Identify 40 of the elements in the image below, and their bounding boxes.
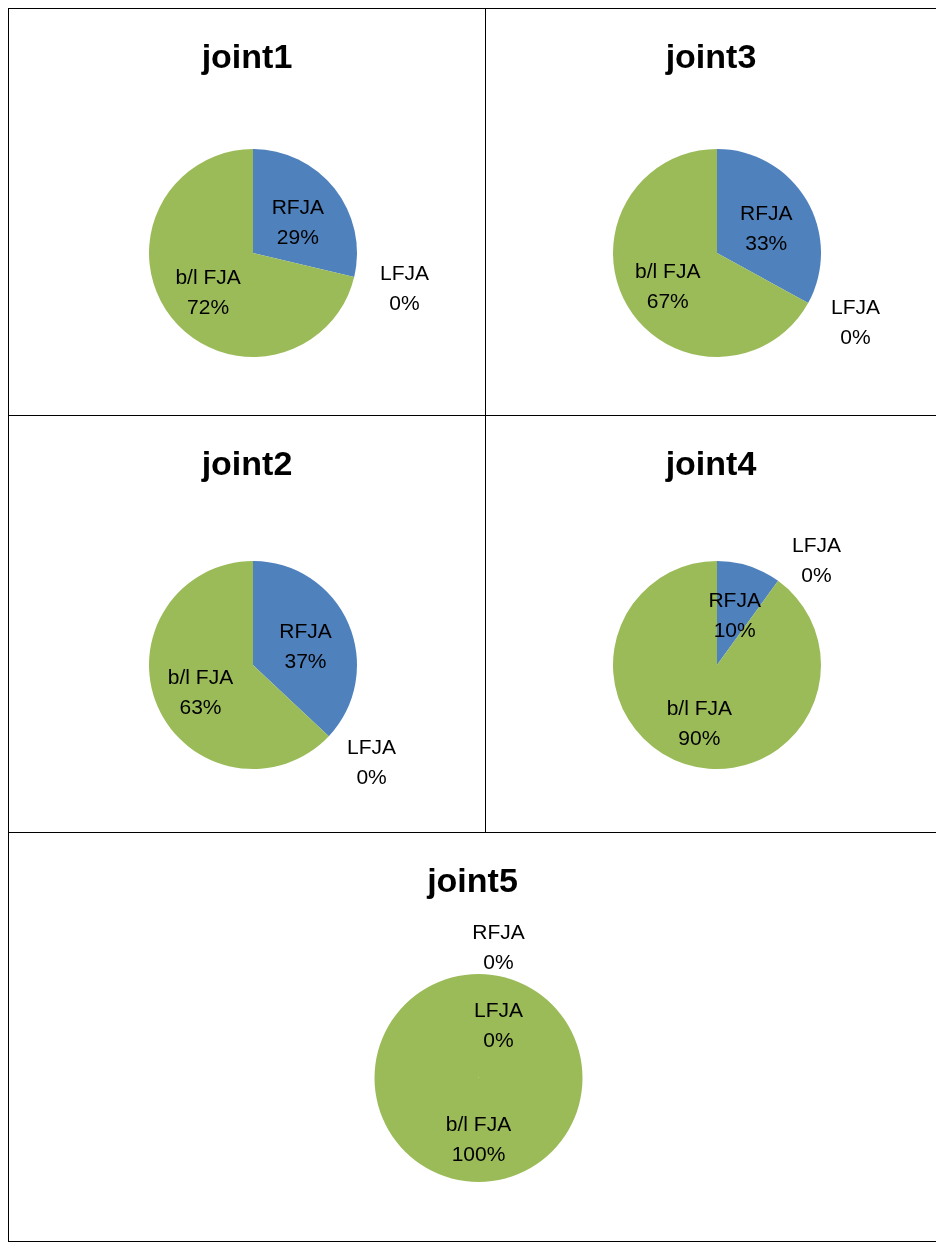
slice-label: RFJA: [708, 587, 761, 611]
pie-slice: [149, 149, 355, 357]
chart-title: joint4: [664, 443, 758, 484]
slice-label: RFJA: [271, 194, 325, 218]
text: 0%: [483, 949, 514, 973]
slice-label: RFJA: [279, 619, 332, 643]
data-label: 100%: [451, 1142, 506, 1166]
pie-slice: [613, 149, 809, 357]
category-label: LFJA: [830, 295, 880, 319]
text: 0%: [389, 291, 420, 315]
chart-title: joint1: [200, 36, 294, 77]
category-label: LFJA: [473, 997, 524, 1021]
text: 0%: [801, 562, 832, 586]
slice-label: b/l FJA: [666, 696, 732, 720]
text: 0%: [840, 325, 871, 349]
data-label: 29%: [276, 224, 319, 248]
slice-label: b/l FJA: [175, 265, 241, 289]
pie-slice: [717, 149, 821, 304]
category-label: LFJA: [347, 734, 397, 758]
pie-slice: [253, 561, 357, 737]
data-label: 33%: [745, 230, 788, 254]
category-label: LFJA: [380, 261, 430, 285]
pie-slice: [253, 149, 357, 278]
chart-title: joint5: [427, 861, 518, 899]
chart-title: joint2: [200, 443, 294, 484]
text: 0%: [356, 764, 387, 788]
slice-label: b/l FJA: [635, 259, 701, 283]
data-label: 67%: [646, 289, 689, 313]
chart-title: joint3: [664, 36, 758, 77]
slice-label: b/l FJA: [167, 664, 234, 688]
text: 0%: [483, 1027, 514, 1051]
slice-label: RFJA: [739, 200, 793, 224]
data-label: 72%: [187, 295, 230, 319]
data-label: 90%: [678, 726, 721, 750]
slice-label: b/l FJA: [445, 1112, 512, 1136]
category-label: LFJA: [791, 532, 841, 556]
data-label: 63%: [179, 694, 222, 718]
data-label: 10%: [713, 617, 756, 641]
category-label: RFJA: [472, 919, 525, 943]
data-label: 37%: [284, 649, 327, 673]
